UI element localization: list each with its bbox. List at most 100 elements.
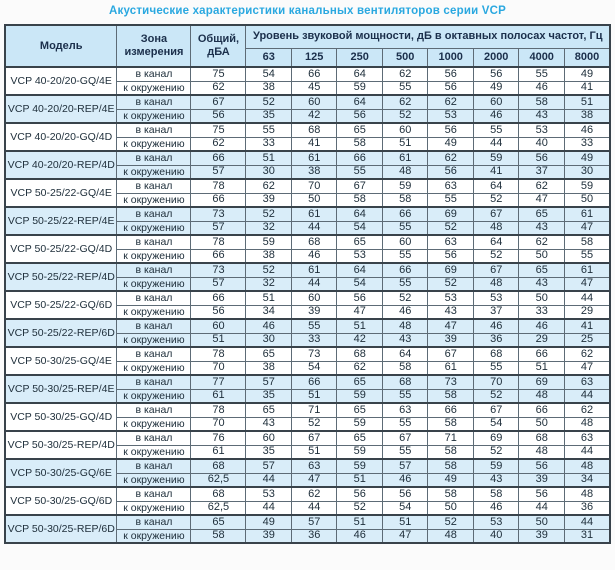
page-title: Акустические характеристики канальных ве…	[108, 5, 507, 17]
spl-value: 70	[290, 178, 338, 194]
spl-value: 53	[472, 290, 520, 306]
spl-value: 66	[290, 66, 338, 82]
spl-value: 47	[563, 360, 611, 376]
spl-value: 60	[381, 122, 429, 138]
spl-value: 48	[472, 276, 520, 292]
spl-value: 62	[290, 486, 338, 502]
spl-value: 58	[518, 94, 565, 110]
table-header: Модель Зона измерения Общий, дБА Уровень…	[4, 24, 611, 68]
spl-value: 55	[427, 192, 474, 208]
zone-label: в канал	[116, 94, 192, 110]
spl-value: 56	[472, 66, 520, 82]
model-name: VCP 50-30/25-GQ/6D	[4, 486, 118, 516]
spl-value: 46	[472, 108, 520, 124]
col-header-freq-500: 500	[381, 47, 429, 68]
spl-value: 56	[427, 248, 474, 264]
total-dba-value: 51	[190, 332, 247, 348]
spl-value: 25	[563, 332, 611, 348]
spl-value: 48	[472, 220, 520, 236]
spl-value: 33	[518, 304, 565, 320]
zone-label: к окружению	[116, 192, 192, 208]
spl-value: 57	[381, 458, 429, 474]
total-dba-value: 58	[190, 528, 247, 544]
spl-value: 38	[290, 164, 338, 180]
spl-value: 42	[290, 108, 338, 124]
spl-value: 56	[518, 150, 565, 166]
total-dba-value: 62	[190, 136, 247, 152]
zone-label: в канал	[116, 318, 192, 334]
spl-value: 47	[563, 276, 611, 292]
spl-value: 53	[518, 122, 565, 138]
table-row: VCP 50-30/25-REP/6D в канал 65 49 57 51 51 52 53…	[4, 514, 611, 544]
spl-value: 66	[290, 374, 338, 390]
spl-value: 53	[472, 514, 520, 530]
model-name: VCP 50-30/25-REP/6D	[4, 514, 118, 544]
total-dba-value: 66	[190, 192, 247, 208]
spl-value: 32	[245, 220, 292, 236]
spl-value: 59	[472, 150, 520, 166]
spl-value: 44	[563, 514, 611, 530]
spl-value: 42	[336, 332, 383, 348]
zone-label: к окружению	[116, 108, 192, 124]
spl-value: 71	[290, 402, 338, 418]
spl-value: 53	[427, 108, 474, 124]
spl-value: 64	[381, 346, 429, 362]
table-row: VCP 50-25/22-GQ/4D в канал 78 59 68 65 60 63 64 6…	[4, 234, 611, 264]
total-dba-value: 56	[190, 304, 247, 320]
spl-value: 64	[336, 66, 383, 82]
spl-value: 62	[381, 94, 429, 110]
total-dba-value: 73	[190, 206, 247, 222]
spl-value: 54	[245, 66, 292, 82]
spl-value: 39	[245, 192, 292, 208]
model-name: VCP 50-25/22-GQ/4D	[4, 234, 118, 264]
spl-value: 48	[563, 416, 611, 432]
total-dba-value: 56	[190, 108, 247, 124]
total-dba-value: 67	[190, 94, 247, 110]
spl-value: 41	[290, 136, 338, 152]
zone-label: к окружению	[116, 304, 192, 320]
spl-value: 66	[518, 402, 565, 418]
spl-value: 61	[290, 262, 338, 278]
spl-value: 64	[336, 94, 383, 110]
total-dba-value: 75	[190, 66, 247, 82]
spl-value: 51	[290, 444, 338, 460]
spl-value: 39	[518, 528, 565, 544]
spl-value: 55	[381, 276, 429, 292]
spl-value: 49	[245, 514, 292, 530]
spl-value: 46	[563, 122, 611, 138]
spl-value: 54	[472, 416, 520, 432]
table-row: VCP 50-25/22-REP/4D в канал 73 52 61 64 66 69 67…	[4, 262, 611, 292]
model-name: VCP 50-30/25-REP/4E	[4, 374, 118, 404]
spl-value: 62	[427, 94, 474, 110]
spl-value: 52	[336, 500, 383, 516]
table-row: VCP 50-30/25-GQ/4E в канал 78 65 73 68 64 67 68 6…	[4, 346, 611, 376]
total-dba-value: 70	[190, 416, 247, 432]
spl-value: 70	[472, 374, 520, 390]
spl-value: 44	[290, 500, 338, 516]
spl-value: 56	[427, 164, 474, 180]
spl-value: 43	[518, 276, 565, 292]
spl-value: 52	[472, 444, 520, 460]
spl-value: 38	[563, 108, 611, 124]
spl-value: 48	[427, 528, 474, 544]
table-row: к окружению 58 39 36 46 47 48 40 39 31	[5, 528, 611, 544]
total-dba-value: 68	[190, 486, 247, 502]
table-row: к окружению 62,5 44 44 52 54 50 46 44 36	[5, 500, 611, 516]
spl-value: 43	[381, 332, 429, 348]
spl-value: 34	[245, 304, 292, 320]
spl-value: 43	[427, 304, 474, 320]
spl-value: 57	[245, 374, 292, 390]
spl-value: 62	[563, 346, 611, 362]
spl-value: 43	[518, 220, 565, 236]
col-header-sound-power: Уровень звуковой мощности, дБ в октавных…	[245, 24, 611, 49]
spl-value: 61	[427, 360, 474, 376]
spl-value: 49	[427, 136, 474, 152]
zone-label: к окружению	[116, 472, 192, 488]
spl-value: 52	[472, 248, 520, 264]
spl-value: 54	[290, 360, 338, 376]
zone-label: в канал	[116, 346, 192, 362]
spl-value: 67	[427, 346, 474, 362]
spl-value: 55	[518, 66, 565, 82]
table-row: VCP 50-30/25-REP/4D в канал 76 60 67 65 67 71 69…	[4, 430, 611, 460]
spl-value: 55	[381, 388, 429, 404]
